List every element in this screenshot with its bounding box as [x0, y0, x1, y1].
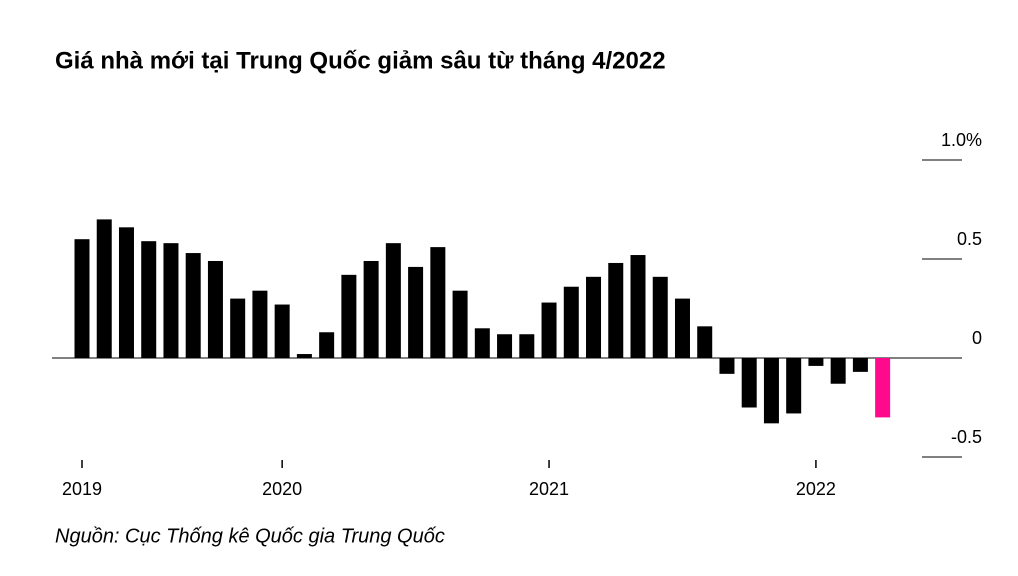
bar — [96, 219, 112, 358]
bar — [674, 298, 690, 358]
bar — [519, 334, 535, 358]
bar — [830, 358, 846, 384]
y-tick-label: 0.5 — [957, 229, 982, 249]
chart-title: Giá nhà mới tại Trung Quốc giảm sâu từ t… — [55, 47, 666, 74]
bar — [207, 260, 223, 358]
bar — [541, 302, 557, 358]
bar — [697, 326, 713, 358]
bar — [363, 260, 379, 358]
bar — [252, 290, 268, 358]
source: Nguồn: Cục Thống kê Quốc gia Trung Quốc — [55, 525, 445, 547]
bar — [74, 239, 90, 358]
bar — [385, 243, 401, 358]
bar — [608, 262, 624, 358]
bar — [763, 358, 779, 424]
x-tick-label: 2022 — [796, 479, 836, 499]
x-tick-label: 2021 — [529, 479, 569, 499]
bar — [652, 276, 668, 358]
bar — [586, 276, 602, 358]
bar — [719, 358, 735, 374]
bar — [230, 298, 246, 358]
bar — [786, 358, 802, 414]
bar — [474, 328, 490, 358]
bar — [852, 358, 868, 372]
bar — [141, 241, 157, 358]
x-tick-label: 2020 — [262, 479, 302, 499]
x-tick-label: 2019 — [62, 479, 102, 499]
bar — [630, 255, 646, 358]
bar — [875, 358, 891, 418]
bar — [341, 274, 357, 358]
bar — [319, 332, 335, 358]
bar — [296, 354, 312, 358]
bar — [563, 286, 579, 358]
y-tick-label: -0.5 — [951, 427, 982, 447]
bar — [163, 243, 179, 358]
bar — [497, 334, 513, 358]
y-tick-label: 1.0% — [941, 130, 982, 150]
bar — [118, 227, 134, 358]
bar — [430, 247, 446, 358]
y-tick-label: 0 — [972, 328, 982, 348]
bar — [185, 253, 201, 358]
bar — [808, 358, 824, 366]
bar — [274, 304, 290, 358]
bar — [452, 290, 468, 358]
bar — [741, 358, 757, 408]
bar — [408, 266, 424, 358]
